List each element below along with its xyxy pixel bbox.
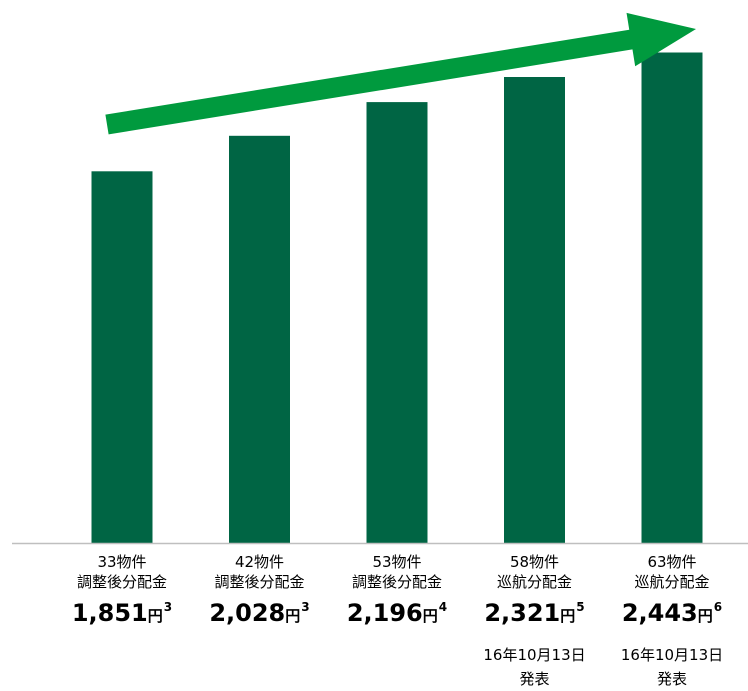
growth-arrow-icon [105,12,697,135]
value-label: 1,851円3 [52,594,192,629]
metric-label: 巡航分配金 [496,573,572,591]
bar-3 [366,102,428,543]
yen-unit: 円 [422,607,438,625]
bar-4 [504,77,565,543]
metric-label: 巡航分配金 [634,573,710,591]
announcement-date: 16年10月13日 発表 [620,646,724,688]
bar-1 [91,171,153,544]
yen-unit: 円 [697,607,713,625]
value-label: 2,443円6 [602,594,742,629]
metric-label: 調整後分配金 [351,573,442,591]
footnote-marker: 6 [713,600,723,614]
yen-unit: 円 [285,607,301,625]
property-count: 42物件 [234,553,285,571]
category-label-2: 42物件調整後分配金 2,028円3 [190,552,330,629]
property-count: 53物件 [372,553,422,571]
distribution-value: 2,321 [484,599,561,627]
footnote-marker: 3 [301,600,310,614]
announcement-date: 16年10月13日 発表 [483,646,586,688]
category-label-4: 58物件巡航分配金 2,321円5 16年10月13日 発表 [465,552,605,691]
footnote-marker: 4 [438,600,448,614]
metric-label: 調整後分配金 [76,573,167,591]
value-label: 2,028円3 [190,594,330,629]
footnote-marker: 3 [163,600,173,614]
bar-5 [641,52,703,543]
yen-unit: 円 [147,607,163,625]
category-label-5: 63物件巡航分配金 2,443円6 16年10月13日 発表 [602,552,742,691]
footnote-marker: 5 [576,600,585,614]
distribution-value: 2,028 [209,599,286,627]
distribution-value: 2,443 [621,599,698,627]
category-label-1: 33物件調整後分配金 1,851円3 [52,552,192,629]
value-label: 2,196円4 [327,594,467,629]
value-label: 2,321円5 [465,594,605,629]
category-label-3: 53物件調整後分配金 2,196円4 [327,552,467,629]
distribution-value: 1,851 [71,599,148,627]
metric-label: 調整後分配金 [214,573,305,591]
property-count: 33物件 [97,553,147,571]
yen-unit: 円 [560,607,576,625]
property-count: 63物件 [647,553,697,571]
bar-2 [229,135,290,544]
distribution-value: 2,196 [346,599,423,627]
property-count: 58物件 [509,553,560,571]
